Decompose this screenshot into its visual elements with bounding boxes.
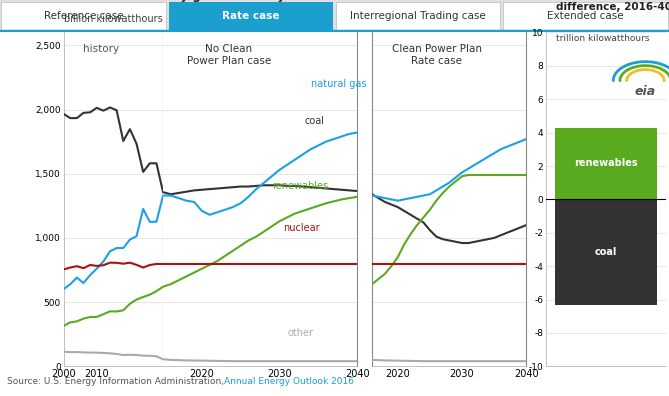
Text: Extended case: Extended case — [547, 11, 624, 21]
Text: history: history — [84, 44, 120, 54]
Text: other: other — [287, 328, 313, 338]
Bar — [503, 2, 668, 30]
Text: trillion kilowatthours: trillion kilowatthours — [556, 34, 650, 43]
Text: Interregional Trading case: Interregional Trading case — [351, 11, 486, 21]
Text: renewables: renewables — [574, 158, 638, 169]
Bar — [1, 2, 166, 30]
Text: Rate case: Rate case — [222, 11, 280, 21]
Bar — [555, 199, 657, 305]
Text: coal: coal — [595, 247, 617, 257]
Text: renewables: renewables — [272, 181, 328, 191]
Text: No Clean
Power Plan case: No Clean Power Plan case — [187, 44, 271, 66]
Text: Cumulative
difference, 2016-40: Cumulative difference, 2016-40 — [556, 0, 669, 12]
Text: Reference case: Reference case — [43, 11, 124, 21]
Text: U.S. net electricity generation by fuel (2000-2040): U.S. net electricity generation by fuel … — [64, 0, 399, 2]
Bar — [555, 128, 657, 199]
Text: billion kilowatthours: billion kilowatthours — [64, 14, 163, 24]
Text: coal: coal — [305, 116, 324, 126]
Text: eia: eia — [635, 86, 656, 99]
Text: natural gas: natural gas — [310, 79, 366, 89]
Text: nuclear: nuclear — [284, 223, 320, 233]
Bar — [336, 2, 500, 30]
Text: Clean Power Plan
Rate case: Clean Power Plan Rate case — [392, 44, 482, 66]
Text: Source: U.S. Energy Information Administration,: Source: U.S. Energy Information Administ… — [7, 377, 227, 386]
Text: Annual Energy Outlook 2016: Annual Energy Outlook 2016 — [224, 377, 354, 386]
Bar — [169, 2, 333, 30]
